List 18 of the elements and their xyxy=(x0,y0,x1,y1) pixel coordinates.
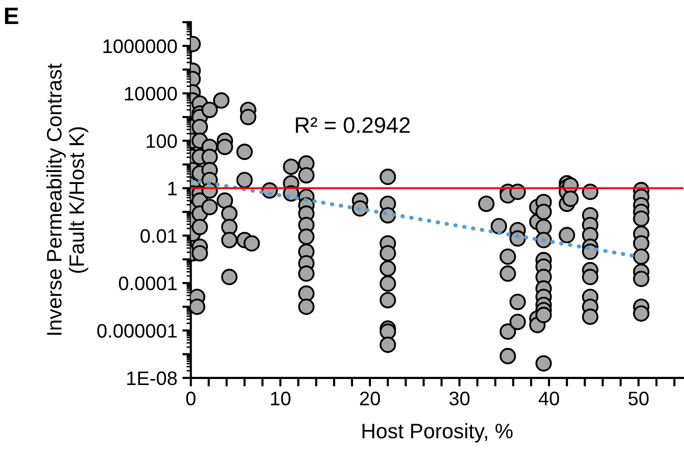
x-tick-label: 0 xyxy=(186,392,196,406)
x-tick-label: 20 xyxy=(360,392,380,406)
y-tick-label: 0.000001 xyxy=(97,324,177,338)
y-tick-label: 1E-08 xyxy=(127,371,177,386)
x-tick-label: 50 xyxy=(628,392,649,406)
y-tick-label: 10000 xyxy=(125,86,177,101)
y-axis-title: Inverse Permeability Contrast (Fault K/Host K) xyxy=(46,64,88,335)
x-axis-title: Host Porosity, % xyxy=(362,423,513,443)
y-tick-label: 0.0001 xyxy=(118,276,177,290)
y-tick-label: 1 xyxy=(168,182,177,196)
y-tick-label: 0.01 xyxy=(140,229,177,243)
annotation: R² = 0.2942 xyxy=(296,117,410,134)
x-tick-label: 40 xyxy=(538,392,560,406)
x-tick-label: 10 xyxy=(271,392,290,406)
y-tick-label: 1000000 xyxy=(103,39,177,54)
y-tick-label: 100 xyxy=(146,134,177,148)
text: E xyxy=(5,8,18,24)
x-tick-label: 30 xyxy=(449,392,470,406)
